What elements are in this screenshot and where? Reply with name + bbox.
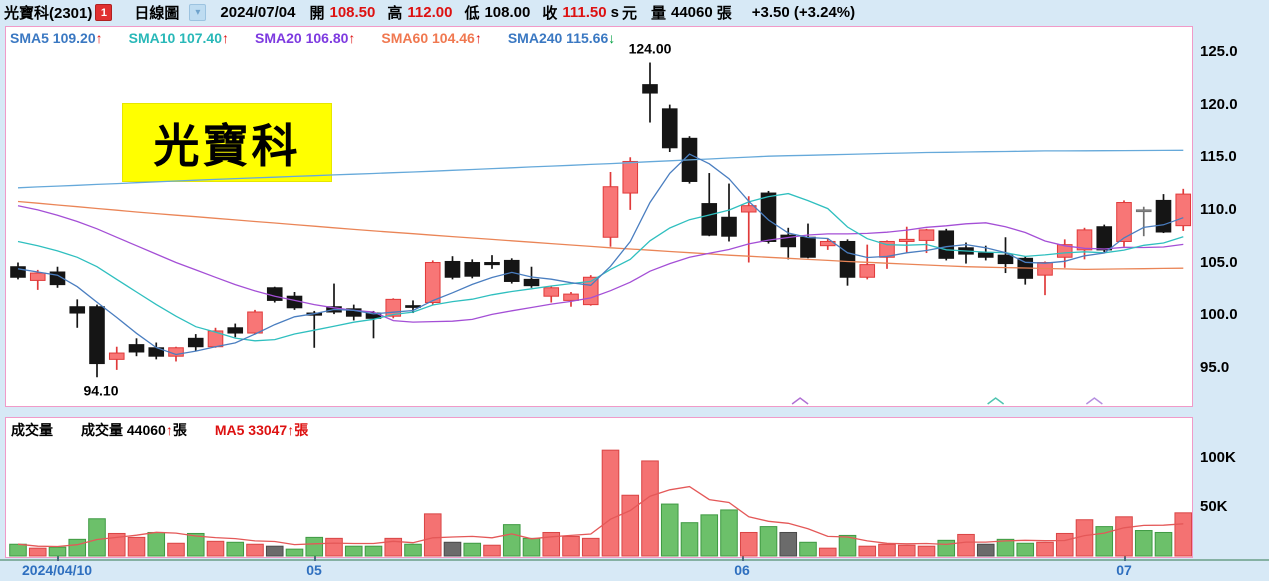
price-tick-label: 120.0: [1200, 95, 1238, 113]
currency-unit: 元: [621, 5, 637, 22]
price-pane: 光寶科 SMA5 109.20↑ SMA10 107.40↑ SMA20 106.8…: [5, 26, 1193, 407]
volume-chart: [9, 449, 1192, 557]
price-tick-label: 125.0: [1200, 43, 1238, 60]
up-arrow-icon: ↑: [287, 422, 295, 438]
volume-tick-label: 50K: [1200, 498, 1228, 515]
sma-legend-item-0: SMA5 109.20↑: [10, 30, 103, 46]
stock-watermark: 光寶科: [122, 103, 332, 182]
volume-legend: 成交量 成交量 44060↑張 MA5 33047↑張: [11, 420, 308, 440]
low-value: 108.00: [484, 4, 531, 21]
close-value: 111.50: [562, 4, 607, 21]
volume-ma5: MA5 33047↑張: [214, 422, 309, 438]
price-tick-label: 115.0: [1200, 148, 1237, 166]
up-arrow-icon: ↑: [222, 30, 230, 46]
price-tick-label: 100.0: [1200, 306, 1238, 324]
low-price-annotation: 94.10: [83, 382, 118, 398]
chevron-down-icon[interactable]: ▾: [189, 4, 207, 21]
volume-value: 44060: [670, 4, 713, 21]
sma-legend-item-2: SMA20 106.80↑: [255, 30, 356, 46]
down-arrow-icon: ↓: [608, 30, 616, 46]
quote-date: 2024/07/04: [220, 4, 296, 21]
volume-label: 量: [650, 5, 666, 22]
high-value: 112.00: [407, 4, 453, 21]
up-arrow-icon: ↑: [474, 30, 482, 46]
up-arrow-icon: ↑: [95, 30, 103, 46]
peak-price-annotation: 124.00: [629, 41, 672, 57]
settle-flag: s: [610, 4, 619, 21]
volume-today: 成交量 44060↑張: [81, 422, 187, 438]
price-tick-label: 95.0: [1200, 358, 1230, 376]
volume-unit: 張: [716, 5, 732, 22]
stock-name: 光寶科(2301): [4, 5, 93, 22]
time-tick: [1124, 554, 1126, 561]
period-selector[interactable]: 日線圖: [134, 5, 180, 22]
sma-legend-item-4: SMA240 115.66↓: [507, 30, 616, 46]
time-tick: [742, 554, 744, 561]
price-tick-label: 110.0: [1200, 200, 1237, 218]
low-label: 低: [464, 5, 480, 22]
up-arrow-icon: ↑: [348, 30, 356, 46]
sma-legend: SMA5 109.20↑ SMA10 107.40↑ SMA20 106.80↑ SM…: [10, 30, 615, 46]
change-value: +3.50 (+3.24%): [751, 4, 856, 21]
title-bar: 光寶科(2301) 1 日線圖 ▾ 2024/07/04 開 108.50 高 …: [0, 0, 1269, 25]
sma-legend-item-3: SMA60 104.46↑: [381, 30, 482, 46]
sma-legend-item-1: SMA10 107.40↑: [128, 30, 230, 46]
alert-badge: 1: [95, 4, 113, 21]
open-label: 開: [309, 5, 325, 22]
price-tick-label: 105.0: [1200, 253, 1238, 271]
candlestick-chart: 124.00 94.10: [10, 41, 1192, 405]
time-axis-line: [0, 559, 1269, 561]
time-tick-label: 05: [306, 562, 322, 578]
time-tick-label: 06: [734, 562, 750, 578]
time-tick-label: 2024/04/10: [22, 562, 93, 578]
up-arrow-icon: ↑: [165, 422, 173, 438]
high-label: 高: [387, 5, 403, 22]
time-tick: [57, 554, 59, 561]
volume-pane-title: 成交量: [11, 422, 53, 438]
close-label: 收: [542, 5, 558, 22]
time-tick: [314, 554, 316, 561]
volume-pane: 成交量 成交量 44060↑張 MA5 33047↑張: [5, 417, 1193, 558]
time-tick-label: 07: [1116, 562, 1132, 578]
open-value: 108.50: [329, 4, 376, 21]
volume-tick-label: 100K: [1200, 449, 1236, 466]
